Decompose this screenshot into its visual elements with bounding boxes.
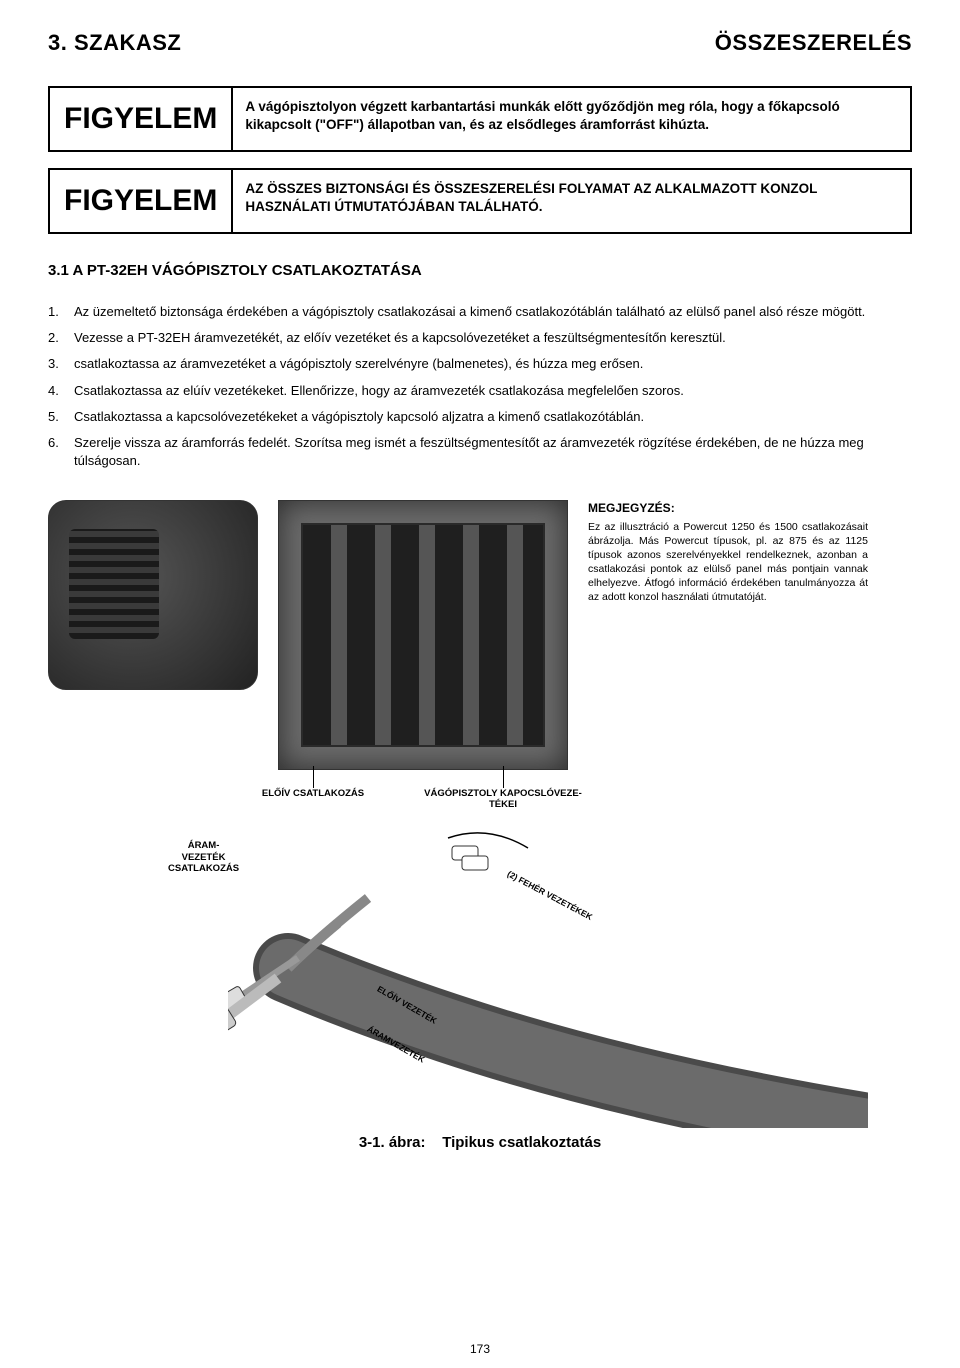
warning-box-1: FIGYELEM A vágópisztolyon végzett karban… [48,86,912,152]
note-title: MEGJEGYZÉS: [588,500,868,516]
section-number: 3. SZAKASZ [48,30,181,56]
figure-caption: 3-1. ábra: Tipikus csatlakoztatás [48,1134,912,1151]
photo-output-panel [278,500,568,770]
warning-box-2: FIGYELEM AZ ÖSSZES BIZTONSÁGI ÉS ÖSSZESZ… [48,168,912,234]
note-body: Ez az illusztráció a Powercut 1250 és 15… [588,520,868,605]
list-item-text: Csatlakoztassa a kapcsolóvezetékeket a v… [74,408,644,426]
list-item-text: Csatlakoztassa az elúív vezetékeket. Ell… [74,382,684,400]
photo-power-source [48,500,258,690]
page-number: 173 [0,1342,960,1356]
label-pilot-arc-connection: ELŐÍV CSATLAKOZÁS [248,788,378,810]
list-item-text: Az üzemeltető biztonsága érdekében a vág… [74,303,865,321]
list-item: 4.Csatlakoztassa az elúív vezetékeket. E… [48,382,912,400]
note-block: MEGJEGYZÉS: Ez az illusztráció a Powercu… [588,500,868,604]
list-item: 5.Csatlakoztassa a kapcsolóvezetékeket a… [48,408,912,426]
list-item: 6.Szerelje vissza az áramforrás fedelét.… [48,434,912,470]
figure-title: Tipikus csatlakoztatás [442,1134,601,1151]
subsection-heading: 3.1 A PT-32EH VÁGÓPISZTOLY CSATLAKOZTATÁ… [48,262,912,279]
warning-label: FIGYELEM [50,170,233,232]
list-item: 2.Vezesse a PT-32EH áramvezetékét, az el… [48,329,912,347]
instruction-list: 1.Az üzemeltető biztonsága érdekében a v… [48,303,912,470]
warning-text: A vágópisztolyon végzett karbantartási m… [233,88,910,150]
label-switch-leads: VÁGÓPISZTOLY KAPOCSLÓVEZE- TÉKEI [418,788,588,810]
warning-label: FIGYELEM [50,88,233,150]
section-name: ÖSSZESZERELÉS [715,30,912,56]
list-item: 1.Az üzemeltető biztonsága érdekében a v… [48,303,912,321]
figure-area: MEGJEGYZÉS: Ez az illusztráció a Powercu… [48,500,912,1151]
cable-svg [228,828,868,1128]
list-item-text: Szerelje vissza az áramforrás fedelét. S… [74,434,912,470]
list-item-text: csatlakoztassa az áramvezetéket a vágópi… [74,355,643,373]
list-item-text: Vezesse a PT-32EH áramvezetékét, az előí… [74,329,726,347]
warning-text: AZ ÖSSZES BIZTONSÁGI ÉS ÖSSZESZERELÉSI F… [233,170,910,232]
cable-diagram: ÁRAM- VEZETÉK CSATLAKOZÁS (2) FEHÉR VEZE… [48,828,912,1128]
figure-number: 3-1. ábra: [359,1134,426,1151]
list-item: 3.csatlakoztassa az áramvezetéket a vágó… [48,355,912,373]
